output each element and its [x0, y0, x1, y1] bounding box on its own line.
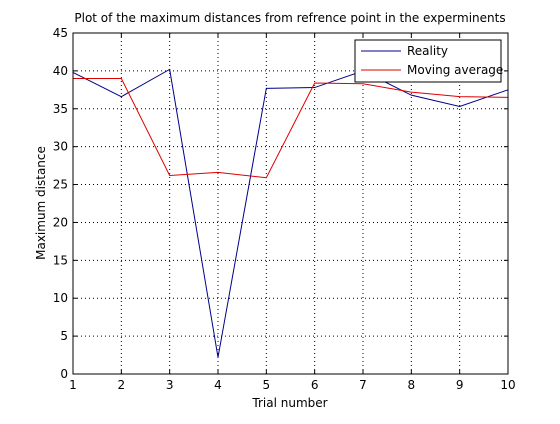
series-line-reality: [72, 68, 509, 358]
x-tick-label: 9: [456, 378, 464, 392]
x-axis-label: Trial number: [251, 396, 327, 410]
y-tick-label: 30: [53, 140, 68, 154]
chart-title: Plot of the maximum distances from refre…: [74, 11, 505, 25]
y-tick-label: 0: [60, 367, 68, 381]
x-tick-label: 4: [214, 378, 222, 392]
x-tick-label: 6: [311, 378, 319, 392]
legend-box: [354, 39, 502, 83]
x-tick-label: 2: [118, 378, 126, 392]
y-tick-label: 10: [53, 291, 68, 305]
y-tick-label: 15: [53, 253, 68, 267]
y-tick-label: 45: [53, 26, 68, 40]
y-tick-label: 20: [53, 215, 68, 229]
series-lines: [72, 68, 509, 358]
x-tick-label: 3: [166, 378, 174, 392]
x-tick-label: 10: [500, 378, 515, 392]
y-axis-label: Maximum distance: [34, 146, 48, 260]
legend-label-reality: Reality: [407, 44, 448, 58]
y-tick-label: 35: [53, 102, 68, 116]
series-line-moving-average: [73, 77, 509, 179]
x-tick-label: 5: [263, 378, 271, 392]
x-tick-label: 8: [408, 378, 416, 392]
y-tick-label: 5: [60, 329, 68, 343]
x-tick-label: 1: [69, 378, 77, 392]
axes-frame: [72, 32, 509, 375]
plot-area: [73, 33, 508, 374]
grid-lines: [73, 33, 508, 374]
y-tick-label: 40: [53, 64, 68, 78]
legend-label-moving-average: Moving average: [407, 63, 503, 77]
y-tick-label: 25: [53, 178, 68, 192]
x-tick-label: 7: [359, 378, 367, 392]
legend: Reality Moving average: [354, 39, 503, 83]
